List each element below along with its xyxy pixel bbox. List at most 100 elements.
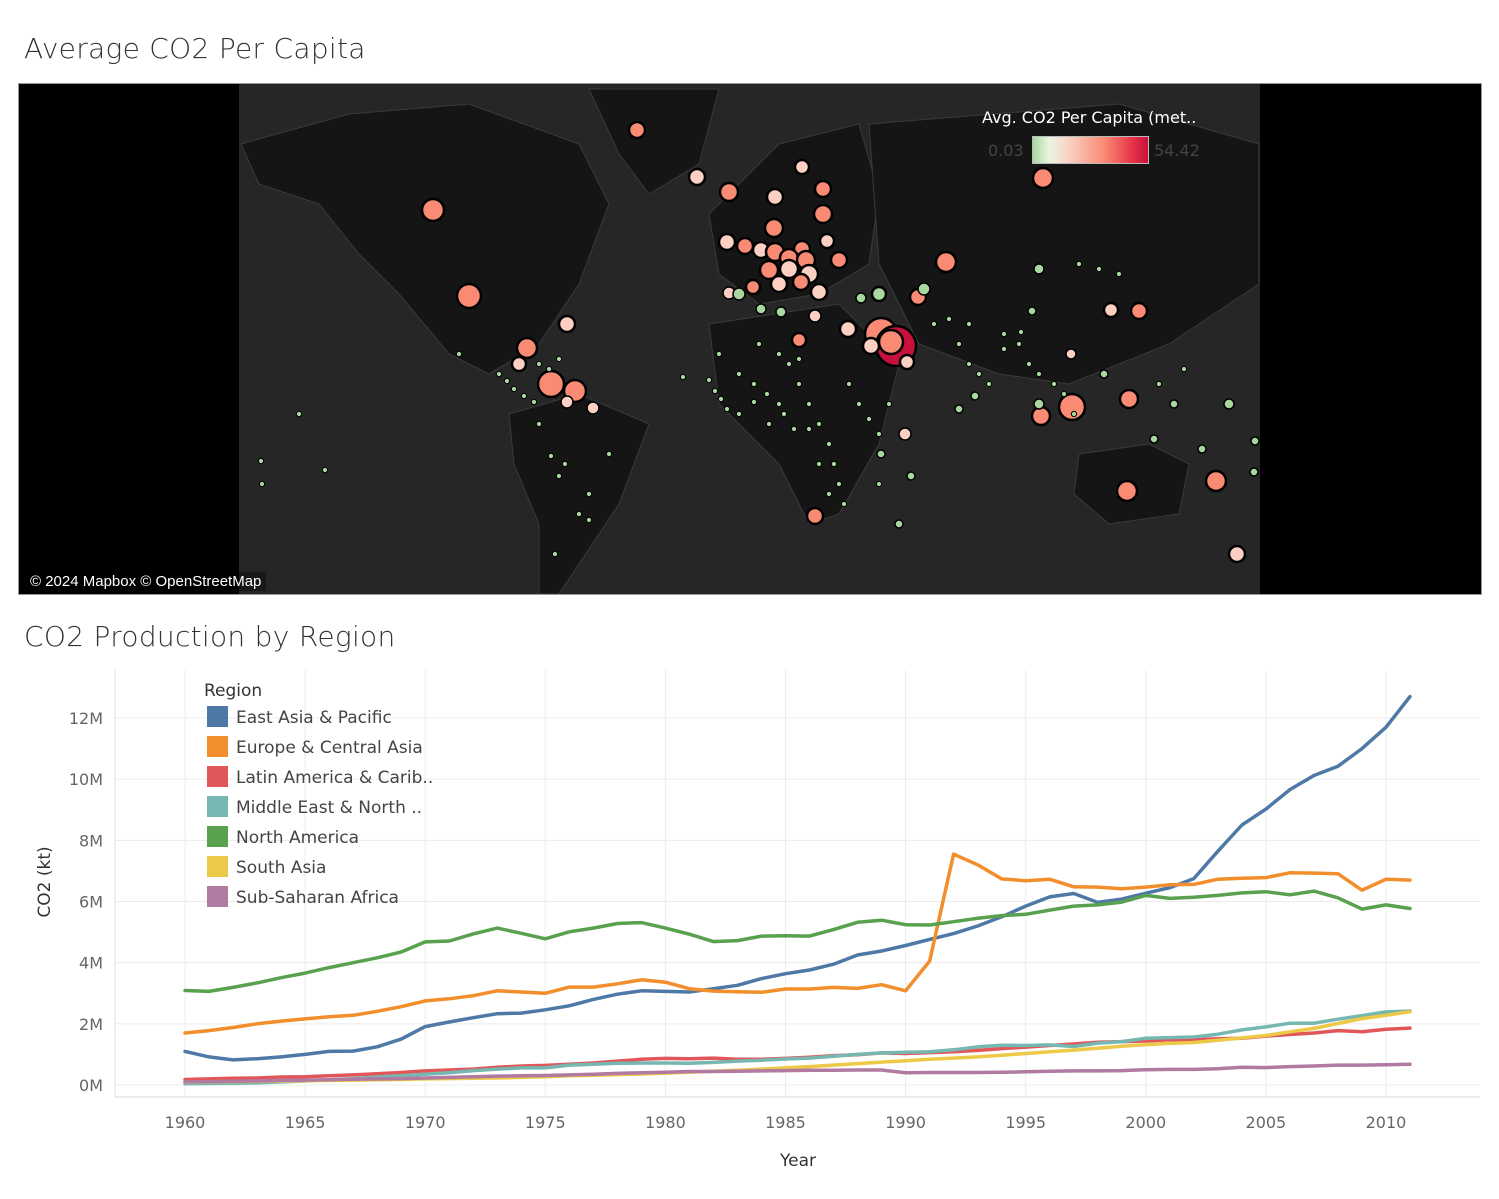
map-point[interactable] bbox=[750, 398, 758, 406]
map-point[interactable] bbox=[705, 376, 713, 384]
map-point[interactable] bbox=[861, 336, 881, 356]
map-point[interactable] bbox=[732, 287, 746, 301]
map-point[interactable] bbox=[1102, 301, 1120, 319]
map-point[interactable] bbox=[805, 425, 813, 433]
map-point[interactable] bbox=[855, 400, 863, 408]
map-point[interactable] bbox=[1060, 390, 1068, 398]
map-point[interactable] bbox=[1030, 405, 1052, 427]
map-point[interactable] bbox=[735, 236, 755, 256]
series-line[interactable] bbox=[183, 852, 1412, 1035]
map-point[interactable] bbox=[1118, 388, 1140, 410]
map-point[interactable] bbox=[1204, 469, 1228, 493]
map-point[interactable] bbox=[954, 404, 964, 414]
map-point[interactable] bbox=[679, 373, 687, 381]
map-point[interactable] bbox=[585, 516, 593, 524]
map-point[interactable] bbox=[906, 471, 916, 481]
map-point[interactable] bbox=[575, 510, 583, 518]
map-point[interactable] bbox=[1035, 370, 1043, 378]
map-point[interactable] bbox=[1033, 263, 1045, 275]
map-point[interactable] bbox=[965, 360, 973, 368]
legend-label[interactable]: North America bbox=[236, 828, 359, 848]
map-point[interactable] bbox=[793, 158, 811, 176]
map-point[interactable] bbox=[718, 181, 740, 203]
map-point[interactable] bbox=[551, 550, 559, 558]
map-point[interactable] bbox=[1000, 345, 1008, 353]
legend-swatch[interactable] bbox=[207, 886, 228, 907]
map-point[interactable] bbox=[780, 410, 788, 418]
map-point[interactable] bbox=[775, 400, 783, 408]
map-point[interactable] bbox=[1250, 436, 1260, 446]
map-point[interactable] bbox=[1169, 399, 1179, 409]
map-point[interactable] bbox=[875, 480, 883, 488]
map-point[interactable] bbox=[717, 395, 725, 403]
map-point[interactable] bbox=[898, 427, 912, 441]
map-point[interactable] bbox=[970, 391, 980, 401]
map-point[interactable] bbox=[1025, 360, 1033, 368]
map-point[interactable] bbox=[898, 353, 916, 371]
map-point[interactable] bbox=[515, 336, 539, 360]
map-point[interactable] bbox=[965, 320, 973, 328]
map-point[interactable] bbox=[934, 250, 958, 274]
map-point[interactable] bbox=[755, 303, 767, 315]
map-point[interactable] bbox=[763, 217, 785, 239]
map-point[interactable] bbox=[1180, 365, 1188, 373]
map-point[interactable] bbox=[1015, 340, 1023, 348]
legend-swatch[interactable] bbox=[207, 826, 228, 847]
legend-label[interactable]: Sub-Saharan Africa bbox=[236, 888, 399, 908]
map-point[interactable] bbox=[945, 315, 953, 323]
map-point[interactable] bbox=[830, 460, 838, 468]
map-point[interactable] bbox=[763, 390, 771, 398]
map-point[interactable] bbox=[1033, 398, 1045, 410]
map-point[interactable] bbox=[535, 360, 543, 368]
legend-label[interactable]: East Asia & Pacific bbox=[236, 708, 392, 728]
map-point[interactable] bbox=[805, 400, 813, 408]
map-point[interactable] bbox=[1115, 479, 1139, 503]
map-point[interactable] bbox=[930, 320, 938, 328]
series-line[interactable] bbox=[183, 889, 1412, 994]
legend-label[interactable]: Middle East & North .. bbox=[236, 798, 422, 818]
map-point[interactable] bbox=[790, 425, 798, 433]
map-point[interactable] bbox=[711, 387, 719, 395]
series-line[interactable] bbox=[183, 694, 1412, 1062]
map-point[interactable] bbox=[1031, 166, 1055, 190]
map-point[interactable] bbox=[1017, 328, 1025, 336]
map-point[interactable] bbox=[750, 380, 758, 388]
map-point[interactable] bbox=[795, 355, 803, 363]
map-point[interactable] bbox=[557, 314, 577, 334]
map-point[interactable] bbox=[555, 355, 563, 363]
map-point[interactable] bbox=[815, 460, 823, 468]
co2-region-line-chart[interactable]: 1960 1965 1970 1975 1980 1985 1990 1995 2000 2005… bbox=[0, 660, 1499, 1190]
map-canvas[interactable] bbox=[19, 84, 1481, 594]
map-point[interactable] bbox=[765, 420, 773, 428]
map-point[interactable] bbox=[1065, 348, 1077, 360]
map-point[interactable] bbox=[975, 370, 983, 378]
map-point[interactable] bbox=[627, 120, 647, 140]
legend-swatch[interactable] bbox=[207, 856, 228, 877]
legend-swatch[interactable] bbox=[207, 796, 228, 817]
map-point[interactable] bbox=[815, 420, 823, 428]
map-point[interactable] bbox=[1129, 301, 1149, 321]
map-point[interactable] bbox=[855, 292, 867, 304]
map-point[interactable] bbox=[495, 370, 503, 378]
map-point[interactable] bbox=[715, 350, 723, 358]
map-point[interactable] bbox=[805, 506, 825, 526]
map-point[interactable] bbox=[295, 410, 303, 418]
map-point[interactable] bbox=[758, 259, 780, 281]
co2-per-capita-map[interactable]: Avg. CO2 Per Capita (met.. 0.03 54.42 © … bbox=[18, 83, 1482, 595]
series-lines[interactable] bbox=[183, 694, 1412, 1086]
map-point[interactable] bbox=[808, 309, 822, 323]
map-point[interactable] bbox=[1070, 410, 1078, 418]
map-point[interactable] bbox=[1155, 380, 1163, 388]
map-point[interactable] bbox=[1115, 270, 1123, 278]
map-point[interactable] bbox=[809, 282, 829, 302]
map-point[interactable] bbox=[1050, 380, 1058, 388]
map-point[interactable] bbox=[795, 380, 803, 388]
map-point[interactable] bbox=[1075, 260, 1083, 268]
map-point[interactable] bbox=[1099, 369, 1109, 379]
map-point[interactable] bbox=[510, 355, 528, 373]
map-point[interactable] bbox=[1057, 392, 1087, 422]
map-point[interactable] bbox=[876, 449, 886, 459]
map-point[interactable] bbox=[503, 377, 511, 385]
map-point[interactable] bbox=[1095, 265, 1103, 273]
map-point[interactable] bbox=[875, 430, 883, 438]
